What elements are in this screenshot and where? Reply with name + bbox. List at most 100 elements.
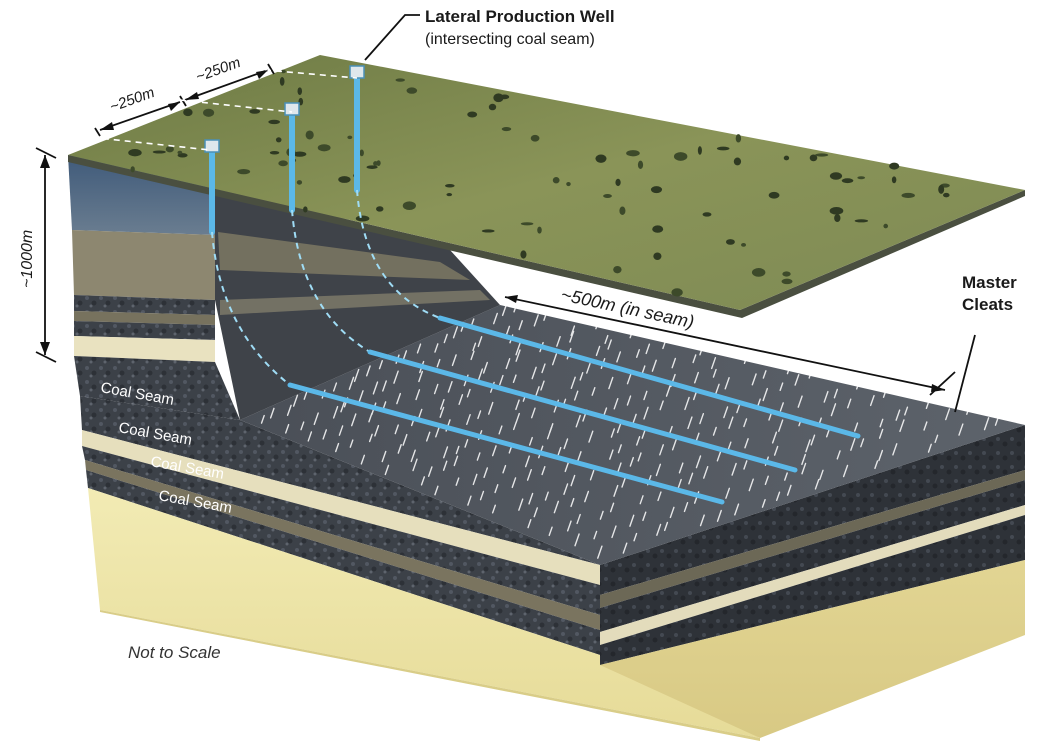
cleat-stroke (384, 464, 390, 476)
cleat-stroke (269, 407, 275, 419)
cleat-stroke (633, 532, 638, 542)
not-to-scale-label: Not to Scale (128, 643, 221, 662)
cleat-stroke (608, 376, 614, 390)
cleat-stroke (470, 350, 475, 361)
cleat-stroke (418, 370, 424, 383)
tree-clump (359, 149, 364, 157)
tree-clump (829, 207, 844, 215)
cleat-stroke (483, 467, 489, 479)
tree-clump (280, 69, 286, 74)
cleat-stroke (810, 434, 816, 446)
cleat-stroke (588, 430, 594, 443)
cleat-stroke (712, 368, 717, 378)
front-shale-band-1 (74, 311, 215, 325)
master-cleats-label-line-2: Cleats (962, 295, 1013, 314)
tree-clump (673, 152, 688, 161)
cleat-stroke (805, 439, 811, 453)
cleat-stroke (434, 343, 439, 353)
tree-clump (566, 181, 571, 187)
cleat-stroke (526, 468, 532, 481)
cleat-stroke (616, 423, 622, 434)
cleat-stroke (743, 355, 748, 365)
cleat-stroke (643, 406, 649, 420)
cleat-stroke (543, 312, 548, 321)
cleat-stroke (710, 356, 717, 370)
cleat-stroke (433, 383, 439, 395)
cleat-stroke (335, 442, 340, 453)
master-cleat-lines (260, 299, 1001, 559)
tree-clump (619, 206, 626, 216)
tree-clump (152, 150, 166, 154)
cleat-stroke (513, 299, 519, 313)
cleat-stroke (533, 507, 539, 518)
right-coal-top (600, 425, 1025, 595)
cleat-stroke (879, 418, 884, 428)
well-3-curve (356, 189, 441, 319)
tree-clump (782, 271, 791, 277)
cleat-stroke (544, 491, 549, 501)
cleat-stroke (353, 368, 360, 383)
overburden-sandstone-layer (72, 230, 215, 300)
cleat-stroke (613, 397, 619, 410)
cleat-stroke (556, 335, 561, 347)
cleat-stroke (393, 370, 399, 384)
cleat-stroke (307, 431, 313, 442)
cleat-stroke (394, 424, 399, 435)
cleat-stroke (410, 449, 416, 463)
cleat-stroke (878, 428, 884, 439)
cleat-stroke (505, 325, 511, 336)
cleat-stroke (617, 444, 622, 454)
cleat-stroke (491, 445, 497, 457)
cleat-stroke (472, 342, 477, 352)
tree-clump (402, 201, 416, 211)
front-cream-band-2 (82, 430, 600, 585)
cleat-stroke (632, 413, 637, 424)
front-coal-main (80, 396, 600, 565)
cleat-stroke (472, 473, 478, 486)
tree-clump (809, 154, 818, 162)
cleat-stroke (716, 451, 722, 462)
cleat-stroke (436, 358, 441, 368)
cleat-stroke (801, 453, 807, 466)
excavation-slope-band-1 (218, 232, 470, 280)
cleat-stroke (773, 445, 779, 456)
cleat-stroke (878, 449, 884, 462)
cleat-stroke (447, 380, 453, 393)
cleat-stroke (833, 388, 839, 399)
tree-clump (444, 183, 455, 188)
right-face (600, 425, 1025, 738)
well-subtitle-label: (intersecting coal seam) (425, 31, 595, 48)
tree-clump (165, 145, 174, 153)
tree-clump (481, 229, 495, 233)
well-3-lateral (437, 315, 861, 439)
cleat-stroke (589, 469, 595, 481)
cleat-stroke (455, 445, 460, 455)
depth-label: ~1000m (19, 230, 36, 288)
master-cleats-label-line-1: Master (962, 273, 1017, 292)
cleat-stroke (927, 443, 932, 453)
front-base-sand (88, 488, 760, 738)
cleat-stroke (716, 509, 722, 522)
cleat-stroke (771, 431, 778, 444)
tree-clump (249, 109, 261, 114)
cleat-stroke (874, 460, 879, 470)
cleat-stroke (576, 513, 581, 525)
cleat-stroke (499, 374, 504, 386)
cleat-stroke (616, 462, 622, 474)
cleat-stroke (958, 423, 964, 436)
cleat-stroke (569, 330, 575, 343)
tree-clump (626, 150, 640, 157)
cleat-stroke (684, 396, 690, 411)
cleat-stroke (593, 530, 598, 540)
well-3-wellhead (349, 65, 365, 79)
cleat-stroke (434, 485, 439, 496)
tree-clump (781, 278, 793, 285)
cleat-stroke (531, 366, 537, 380)
cleat-stroke (751, 373, 757, 386)
cleat-stroke (313, 412, 319, 426)
wells (204, 65, 861, 505)
right-coal-band-2 (600, 480, 1025, 632)
tree-clump (637, 160, 644, 169)
cleat-stroke (764, 475, 769, 486)
cleat-stroke (655, 463, 662, 477)
